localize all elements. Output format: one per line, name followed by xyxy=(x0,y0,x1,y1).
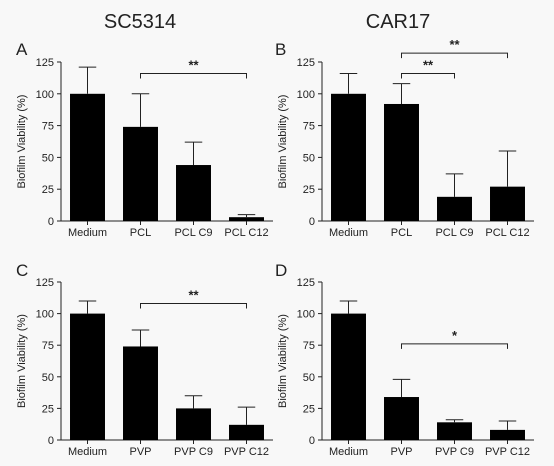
y-tick-label: 100 xyxy=(297,89,315,101)
y-tick-label: 125 xyxy=(297,57,315,69)
y-tick-label: 0 xyxy=(309,435,315,447)
x-tick-label: PCL C12 xyxy=(485,227,529,239)
y-tick-label: 100 xyxy=(36,89,54,101)
panel-letter: D xyxy=(275,261,287,280)
y-axis-label: Biofilm Viability (%) xyxy=(277,95,289,189)
significance-bracket xyxy=(401,52,508,59)
bar xyxy=(437,196,472,221)
y-tick-label: 125 xyxy=(36,277,54,289)
x-tick-label: PVP C9 xyxy=(174,446,213,458)
x-tick-label: PCL C9 xyxy=(435,227,473,239)
significance-bracket xyxy=(401,343,508,349)
significance-bracket xyxy=(140,302,247,309)
bar xyxy=(384,397,419,440)
bar xyxy=(229,424,264,440)
y-axis-label: Biofilm Viability (%) xyxy=(277,314,289,408)
y-tick-label: 75 xyxy=(42,340,54,352)
x-tick-label: Medium xyxy=(329,446,368,458)
y-tick-label: 100 xyxy=(36,309,54,321)
column-title-right: CAR17 xyxy=(366,11,430,33)
x-tick-label: PCL xyxy=(391,227,412,239)
bar xyxy=(331,313,366,440)
column-title-left: SC5314 xyxy=(104,11,176,33)
y-tick-label: 50 xyxy=(42,372,54,384)
y-tick-label: 75 xyxy=(303,340,315,352)
x-tick-label: Medium xyxy=(68,227,107,239)
panel-c: C Biofilm Viability (%) 0 25 50 75 100 125 Mediu… xyxy=(16,261,273,458)
x-tick-label: Medium xyxy=(68,446,107,458)
significance-label: ** xyxy=(449,37,460,52)
y-tick-label: 0 xyxy=(309,216,315,228)
significance-bracket xyxy=(401,72,455,79)
y-tick-label: 0 xyxy=(48,216,54,228)
panel-a: A Biofilm Viability (%) 0 25 50 75 100 125 Mediu… xyxy=(16,40,273,239)
bar xyxy=(437,422,472,440)
y-tick-label: 25 xyxy=(303,403,315,415)
significance-label: ** xyxy=(188,57,199,72)
bar xyxy=(70,93,105,221)
y-tick-label: 50 xyxy=(42,152,54,164)
bar xyxy=(70,313,105,440)
panel-d: D Biofilm Viability (%) 0 25 50 75 100 125 Mediu… xyxy=(275,261,534,458)
x-tick-label: PCL xyxy=(130,227,151,239)
x-tick-label: PCL C12 xyxy=(224,227,268,239)
x-tick-label: PVP C12 xyxy=(485,446,530,458)
y-axis-label: Biofilm Viability (%) xyxy=(16,95,28,189)
y-tick-label: 50 xyxy=(303,372,315,384)
panel-b: B Biofilm Viability (%) 0 25 50 75 100 125 Mediu… xyxy=(275,37,534,239)
x-tick-label: PVP C12 xyxy=(224,446,269,458)
y-tick-label: 25 xyxy=(303,184,315,196)
bar xyxy=(331,93,366,221)
significance-bracket xyxy=(140,72,247,79)
panel-letter: A xyxy=(16,40,28,59)
bar xyxy=(176,408,211,440)
panel-letter: C xyxy=(16,261,28,280)
significance-label: * xyxy=(452,328,458,343)
y-tick-label: 25 xyxy=(42,184,54,196)
y-tick-label: 125 xyxy=(297,277,315,289)
bar xyxy=(229,217,264,221)
x-tick-label: PVP xyxy=(390,446,412,458)
y-tick-label: 75 xyxy=(303,121,315,133)
y-tick-label: 0 xyxy=(48,435,54,447)
panels: A Biofilm Viability (%) 0 25 50 75 100 125 Mediu… xyxy=(16,37,534,458)
bar xyxy=(123,126,158,221)
bar xyxy=(123,346,158,440)
y-axis-label: Biofilm Viability (%) xyxy=(16,314,28,408)
x-tick-label: PVP xyxy=(129,446,151,458)
y-tick-label: 25 xyxy=(42,403,54,415)
y-tick-label: 75 xyxy=(42,121,54,133)
bar xyxy=(490,429,525,440)
bar xyxy=(490,186,525,221)
bar xyxy=(384,103,419,221)
panel-letter: B xyxy=(275,40,286,59)
significance-label: ** xyxy=(423,57,434,72)
y-tick-label: 100 xyxy=(297,309,315,321)
x-tick-label: Medium xyxy=(329,227,368,239)
significance-label: ** xyxy=(188,287,199,302)
y-tick-label: 125 xyxy=(36,57,54,69)
x-tick-label: PVP C9 xyxy=(435,446,474,458)
bar xyxy=(176,165,211,221)
x-tick-label: PCL C9 xyxy=(174,227,212,239)
y-tick-label: 50 xyxy=(303,152,315,164)
